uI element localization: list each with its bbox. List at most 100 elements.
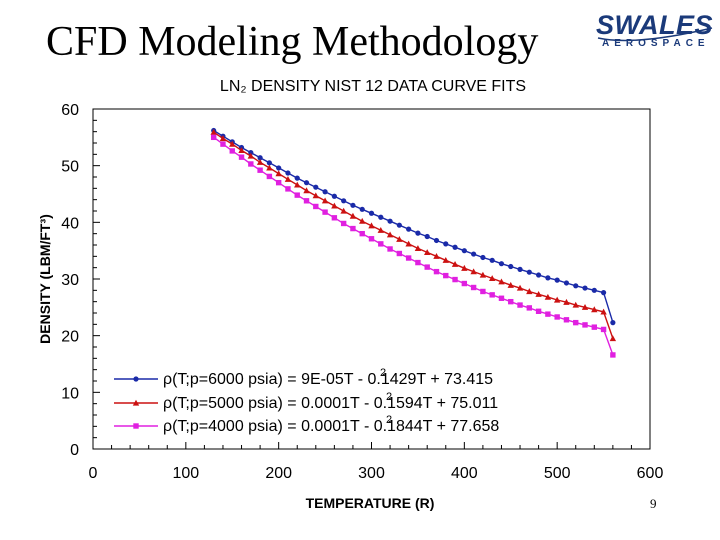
data-point [516,284,524,291]
legend-entry: ρ(T;p=6000 psia) = 9E-05T - 0.1429T + 73… [114,367,493,388]
data-point [396,236,403,242]
data-point [368,210,375,216]
data-point [321,197,329,204]
data-point [424,233,430,240]
data-point [470,284,477,291]
data-point [508,298,514,305]
data-point [229,140,236,147]
data-point [488,275,496,282]
series-group [210,127,617,358]
x-tick-label: 400 [451,465,478,482]
x-tick-label: 600 [637,465,664,482]
data-point [573,319,579,326]
data-point [414,245,422,251]
y-tick-label: 10 [61,385,79,402]
data-point [257,167,263,173]
logo-subtitle: AEROSPACE [602,38,710,49]
data-point [350,225,356,232]
data-point [591,324,597,330]
axis-ticks [92,108,651,450]
data-point [340,220,347,227]
data-point [275,179,282,186]
data-point [248,161,254,167]
data-point [535,308,542,314]
data-point [303,187,310,194]
data-point [313,203,319,210]
data-point [303,180,310,186]
legend-marker [132,399,140,406]
data-point [610,352,616,358]
swales-aerospace-logo: SWALES AEROSPACE [596,10,714,54]
data-point [378,214,384,220]
x-tick-label: 500 [544,465,571,482]
data-point [387,218,393,224]
data-point [498,278,505,285]
data-point [535,291,542,297]
data-point [341,198,347,204]
data-point [359,206,365,212]
data-point [610,320,616,326]
data-point [563,317,570,323]
data-point [526,269,532,275]
data-point [553,296,561,303]
legend-superscript: 2 [386,391,392,403]
x-tick-label: 300 [358,465,385,482]
data-point [591,287,597,293]
data-point [443,272,449,279]
legend-superscript: 2 [386,414,392,426]
data-point [349,212,357,219]
data-point [433,253,440,259]
data-point [581,304,589,310]
data-point [526,288,533,295]
data-point [210,134,217,141]
data-point [461,248,467,254]
data-point [600,308,607,315]
chart-title: LN₂ DENSITY NIST 12 DATA CURVE FITS [220,78,526,95]
data-point [350,202,356,208]
data-point [415,259,421,266]
data-point [582,285,588,291]
data-point [238,154,245,160]
data-point [582,322,588,328]
data-point [368,236,375,242]
data-point [545,311,551,317]
x-tick-label: 200 [265,465,292,482]
data-point [331,202,338,209]
data-point [480,254,486,261]
legend-label: ρ(T;p=4000 psia) = 0.0001T - 0.1844T + 7… [163,418,499,435]
series-line [213,131,614,339]
slide-title: CFD Modeling Methodology [46,19,539,65]
data-point [609,335,617,342]
y-tick-label: 40 [61,215,79,232]
y-tick-label: 50 [61,159,79,176]
logo-wordmark: SWALES [596,10,714,40]
data-point [600,326,607,333]
data-point [368,222,375,229]
data-point [312,192,319,199]
y-tick-label: 0 [70,442,79,459]
data-point [359,217,366,224]
legend-entry: ρ(T;p=5000 psia) = 0.0001T - 0.1594T + 7… [114,391,498,412]
data-point [266,160,272,166]
data-point [442,257,449,263]
data-point [573,283,579,289]
data-point [247,152,255,159]
data-point [443,241,449,247]
x-tick-label: 100 [172,465,199,482]
data-point [294,175,300,181]
legend-superscript: 2 [380,367,386,379]
data-point [220,141,226,147]
data-point [489,257,495,263]
series-square [210,134,616,358]
legend-label: ρ(T;p=5000 psia) = 0.0001T - 0.1594T + 7… [163,395,498,412]
data-point [285,170,291,176]
data-point [331,215,338,221]
data-point [377,226,384,233]
data-point [322,209,328,215]
tick-labels: 0 100 200 300 400 500 600 0 10 20 30 40 50 60 [61,102,663,482]
data-point [498,261,505,267]
data-point [359,230,365,237]
data-point [275,170,282,177]
data-point [396,250,403,257]
data-point [452,276,458,283]
